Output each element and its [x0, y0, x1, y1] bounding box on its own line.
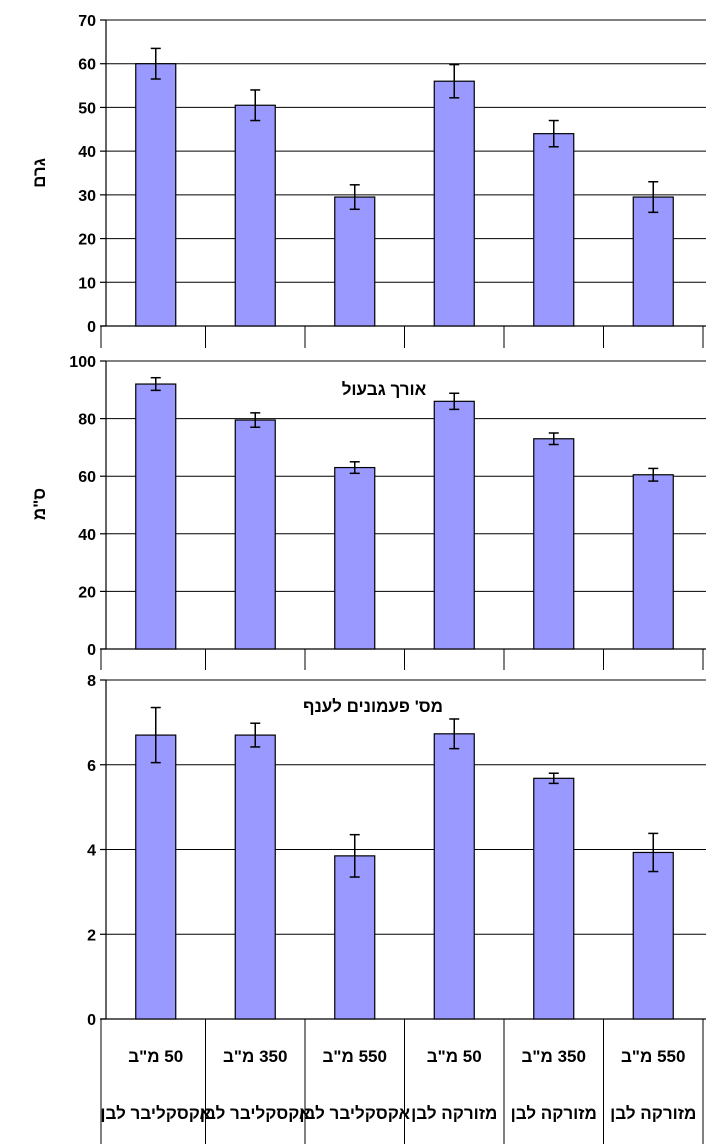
bar: [632, 474, 674, 650]
bar: [135, 383, 177, 650]
y-tick-label: 8: [87, 673, 96, 690]
y-tick-label: 20: [78, 232, 96, 249]
category-rate-label: 550 מ"ב: [621, 1047, 685, 1066]
bar: [533, 777, 575, 1020]
y-tick-label: 80: [78, 412, 96, 429]
y-tick-label: 60: [78, 57, 96, 74]
y-tick-label: 40: [78, 527, 96, 544]
y-tick-label: 100: [69, 354, 96, 371]
y-tick-label: 6: [87, 758, 96, 775]
bar: [135, 734, 177, 1020]
category-variety-label: מזורקה לבן: [610, 1104, 696, 1123]
category-labels: 50 מ"ב 350 מ"ב 550 מ"ב 50 מ"ב 350 מ"ב 550 מ"ב…: [100, 1047, 696, 1123]
bar: [433, 400, 475, 650]
bar: [433, 80, 475, 327]
chart-panel-2: 0 20 40 60 80 100 אורך גבעול ס"מ: [30, 354, 706, 670]
y-tick-label: 10: [78, 275, 96, 292]
y-axis-label: גרם: [30, 158, 49, 188]
chart-title-bg: [336, 379, 432, 400]
category-variety-label: מזורקה לבן: [511, 1104, 597, 1123]
y-tick-label: 0: [87, 642, 96, 659]
category-variety-label: מזורקה לבן: [411, 1104, 497, 1123]
bar: [334, 855, 376, 1020]
y-tick-label: 40: [78, 144, 96, 161]
bar: [135, 63, 177, 327]
category-variety-label: אקסקליבר לבן: [200, 1104, 311, 1123]
y-axis-label: ס"מ: [30, 488, 49, 520]
y-tick-label: 30: [78, 188, 96, 205]
category-rate-label: 550 מ"ב: [323, 1047, 387, 1066]
bar: [632, 196, 674, 327]
y-tick-label: 2: [87, 927, 96, 944]
chart-panel-1: 0 10 20 30 40 50 60 70 גרם: [30, 13, 706, 348]
bar: [234, 104, 276, 327]
bar: [334, 466, 376, 650]
chart-title: אורך גבעול: [342, 380, 427, 399]
bar: [234, 734, 276, 1020]
chart-title-bg: [297, 696, 449, 717]
bar: [234, 419, 276, 650]
y-tick-label: 70: [78, 13, 96, 30]
chart-title: מס' פעמונים לענף: [303, 697, 443, 716]
bar: [632, 851, 674, 1020]
category-variety-label: אקסקליבר לבן: [299, 1104, 410, 1123]
category-rate-label: 350 מ"ב: [522, 1047, 586, 1066]
bar: [533, 133, 575, 327]
bar: [334, 196, 376, 327]
y-tick-label: 0: [87, 319, 96, 336]
y-tick-label: 0: [87, 1012, 96, 1029]
bar: [533, 438, 575, 650]
bar: [433, 733, 475, 1020]
chart-panel-3: 0 2 4 6 8 מס' פעמונים לענף: [87, 673, 706, 1144]
category-rate-label: 50 מ"ב: [427, 1047, 482, 1066]
y-tick-label: 20: [78, 584, 96, 601]
category-rate-label: 50 מ"ב: [128, 1047, 183, 1066]
y-tick-label: 4: [87, 843, 96, 860]
y-tick-label: 50: [78, 100, 96, 117]
category-variety-label: אקסקליבר לבן: [100, 1104, 211, 1123]
category-rate-label: 350 מ"ב: [223, 1047, 287, 1066]
y-tick-label: 60: [78, 469, 96, 486]
